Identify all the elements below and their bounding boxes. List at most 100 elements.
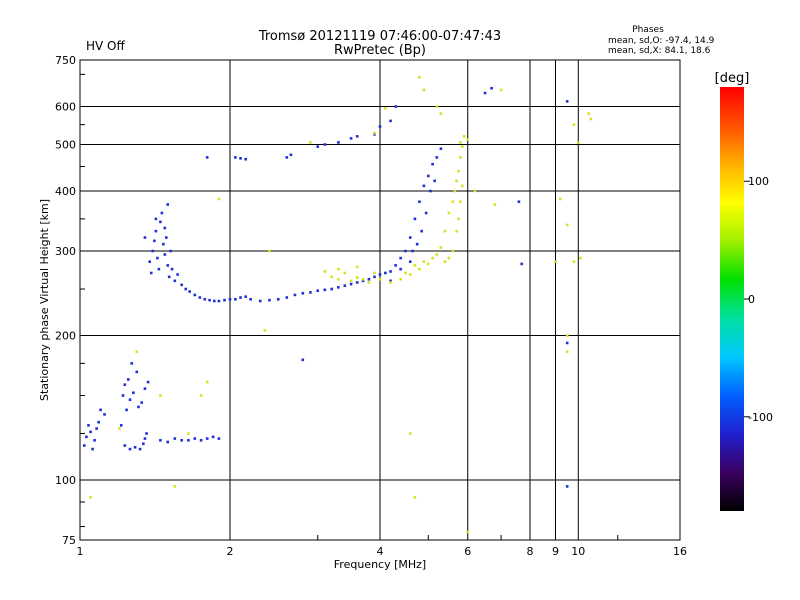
data-point-o xyxy=(173,437,177,440)
data-point-o xyxy=(166,440,170,444)
data-point-x xyxy=(451,249,455,253)
data-point-x xyxy=(187,432,190,435)
data-point-o xyxy=(355,281,359,284)
data-point-o xyxy=(301,358,305,362)
y-tick-label: 200 xyxy=(55,330,76,343)
data-point-x xyxy=(579,256,582,260)
data-point-o xyxy=(330,287,334,291)
data-point-o xyxy=(258,299,262,303)
y-tick-label: 500 xyxy=(55,139,76,152)
data-point-o xyxy=(289,153,293,157)
stats-x: mean, sd,X: 84.1, 18.6 xyxy=(608,46,711,56)
data-point-o xyxy=(184,287,188,291)
data-point-x xyxy=(343,271,347,275)
data-point-o xyxy=(316,145,320,148)
data-point-x xyxy=(337,267,340,271)
data-point-x xyxy=(217,197,221,201)
data-point-x xyxy=(426,262,430,266)
data-point-o xyxy=(483,91,487,95)
data-point-x xyxy=(439,112,443,115)
data-point-x xyxy=(565,223,569,227)
x-axis: 1 2 4 6 8 9 10 16 xyxy=(77,535,687,558)
data-point-o xyxy=(176,273,179,276)
data-point-o xyxy=(389,119,392,123)
data-point-o xyxy=(389,279,392,283)
data-point-x xyxy=(473,189,477,193)
x-tick-label: 2 xyxy=(227,545,234,558)
y-tick-label: 75 xyxy=(62,534,76,547)
data-point-o xyxy=(212,299,216,303)
data-point-x xyxy=(460,184,464,188)
data-point-o xyxy=(239,296,242,299)
data-point-o xyxy=(293,293,297,297)
data-point-o xyxy=(128,447,132,451)
data-point-x xyxy=(587,112,591,115)
data-point-o xyxy=(439,147,443,151)
data-point-o xyxy=(420,229,423,233)
data-point-o xyxy=(205,156,209,159)
data-point-o xyxy=(103,413,106,416)
data-point-o xyxy=(378,125,382,128)
data-point-x xyxy=(355,276,359,279)
x-tick-label: 9 xyxy=(552,545,559,558)
data-point-x xyxy=(135,350,139,354)
data-point-o xyxy=(234,297,237,301)
data-point-o xyxy=(145,432,148,435)
data-point-x xyxy=(422,88,426,92)
data-point-o xyxy=(119,424,123,427)
data-point-x xyxy=(435,105,439,108)
data-point-x xyxy=(466,138,470,141)
data-point-x xyxy=(499,88,503,92)
data-point-x xyxy=(443,229,447,233)
y-axis: 75 100 200 300 400 500 600 750 xyxy=(55,54,85,547)
data-point-x xyxy=(453,189,457,193)
data-point-o xyxy=(355,135,359,138)
data-point-o xyxy=(276,297,280,301)
data-point-o xyxy=(203,297,207,301)
data-point-o xyxy=(97,420,100,424)
data-point-x xyxy=(118,427,121,430)
data-point-o xyxy=(217,437,221,440)
data-point-o xyxy=(193,437,197,440)
y-tick-label: 600 xyxy=(55,101,76,114)
data-point-o xyxy=(157,267,161,271)
data-point-o xyxy=(85,435,88,439)
data-point-o xyxy=(156,256,159,260)
data-point-o xyxy=(373,275,376,279)
data-point-o xyxy=(285,296,289,299)
data-point-o xyxy=(135,370,139,374)
data-point-o xyxy=(244,157,247,161)
data-point-o xyxy=(361,279,365,283)
y-tick-label: 400 xyxy=(55,185,76,198)
data-point-o xyxy=(367,277,371,281)
stats-title: Phases xyxy=(632,25,664,35)
data-point-o xyxy=(323,288,327,292)
data-point-x xyxy=(435,253,439,256)
data-point-x xyxy=(330,275,334,279)
data-point-o xyxy=(198,296,202,299)
data-point-o xyxy=(399,256,402,260)
data-point-o xyxy=(193,293,197,297)
data-point-x xyxy=(572,260,576,264)
data-point-o xyxy=(199,438,203,442)
data-point-x xyxy=(389,281,392,284)
data-point-o xyxy=(138,447,142,451)
chart-subtitle: RwPretec (Bp) xyxy=(334,43,426,58)
colorbar xyxy=(720,87,744,511)
data-point-x xyxy=(263,329,267,332)
data-point-o xyxy=(384,271,387,275)
data-point-o xyxy=(565,485,569,488)
data-point-o xyxy=(337,141,340,144)
data-point-x xyxy=(89,496,92,499)
data-point-o xyxy=(394,264,397,267)
data-point-o xyxy=(285,156,289,159)
x-tick-label: 10 xyxy=(571,545,585,558)
status-label: HV Off xyxy=(86,39,125,53)
data-point-o xyxy=(217,299,221,303)
data-point-x xyxy=(422,260,426,264)
data-point-o xyxy=(160,211,164,215)
data-point-x xyxy=(159,394,162,397)
colorbar-tick-label: 0 xyxy=(748,293,755,306)
data-point-o xyxy=(153,239,156,243)
